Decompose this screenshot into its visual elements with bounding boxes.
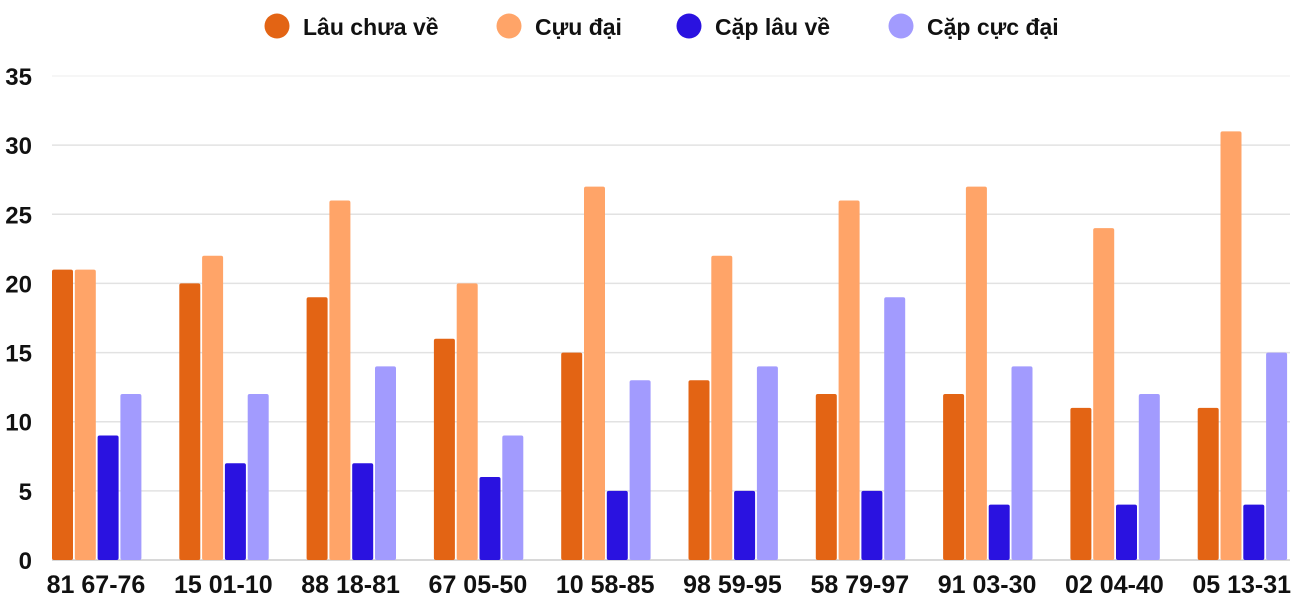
- x-tick-label: 67 05-50: [429, 571, 528, 599]
- bar: [329, 200, 351, 560]
- y-tick-label: 5: [19, 479, 32, 506]
- bar: [52, 269, 73, 560]
- y-tick-label: 35: [5, 64, 32, 91]
- bar: [1116, 504, 1137, 560]
- bar: [884, 297, 906, 560]
- x-tick-label: 10 58-85: [556, 571, 655, 599]
- bar: [375, 366, 396, 560]
- bar: [202, 255, 224, 560]
- bar: [456, 283, 478, 560]
- legend-swatch: [264, 13, 290, 39]
- bar: [97, 435, 119, 560]
- bar: [502, 435, 524, 560]
- bar: [1243, 504, 1265, 560]
- bar: [433, 338, 455, 560]
- bar: [120, 394, 142, 560]
- bar: [1011, 366, 1033, 560]
- bar: [861, 490, 883, 560]
- bar: [606, 490, 628, 560]
- bar: [988, 504, 1010, 560]
- y-tick-label: 30: [5, 133, 32, 160]
- x-tick-label: 88 18-81: [301, 571, 400, 599]
- bar: [943, 394, 965, 560]
- legend-label: Cặp lâu về: [715, 14, 830, 40]
- bar: [688, 380, 710, 560]
- bar: [584, 186, 605, 560]
- bar: [838, 200, 860, 560]
- bar: [965, 186, 987, 560]
- x-tick-label: 81 67-76: [47, 571, 146, 599]
- y-axis-ticks: 0 5 10 15 20 25 30 35: [5, 64, 32, 575]
- legend-label: Lâu chưa về: [303, 14, 439, 40]
- bar: [1093, 228, 1115, 560]
- legend-label: Cặp cực đại: [927, 14, 1059, 40]
- bar: [1070, 407, 1092, 560]
- bar: [1138, 394, 1160, 560]
- bar: [352, 463, 374, 560]
- y-tick-label: 10: [5, 410, 32, 437]
- y-tick-label: 15: [5, 341, 32, 368]
- y-tick-label: 20: [5, 271, 32, 298]
- bar: [247, 394, 269, 560]
- x-tick-label: 58 79-97: [810, 571, 909, 599]
- x-axis-ticks: 81 67-76 15 01-10 88 18-81 67 05-50 10 58-85…: [47, 571, 1291, 599]
- bar: [179, 283, 201, 560]
- legend-swatch: [496, 13, 522, 39]
- x-tick-label: 98 59-95: [683, 571, 782, 599]
- bar: [1220, 131, 1242, 561]
- bar: [756, 366, 778, 560]
- bar: [306, 297, 328, 560]
- legend-swatch: [676, 13, 702, 39]
- bar: [711, 255, 733, 560]
- bar: [1197, 407, 1219, 560]
- x-tick-label: 15 01-10: [174, 571, 273, 599]
- bar: [561, 352, 583, 560]
- bar: [1266, 352, 1288, 560]
- legend: Lâu chưa về Cựu đại Cặp lâu về Cặp cực đại: [264, 13, 1059, 40]
- y-tick-label: 0: [19, 548, 32, 575]
- legend-swatch: [888, 13, 914, 39]
- y-tick-label: 25: [5, 202, 32, 229]
- bar: [734, 490, 756, 560]
- legend-label: Cựu đại: [535, 14, 622, 40]
- x-tick-label: 02 04-40: [1065, 571, 1164, 599]
- x-tick-label: 05 13-31: [1192, 571, 1291, 599]
- bar: [629, 380, 651, 560]
- bar: [74, 269, 96, 560]
- bar: [479, 477, 501, 560]
- bar: [815, 394, 837, 560]
- bars: [52, 131, 1288, 561]
- bar: [224, 463, 246, 560]
- x-tick-label: 91 03-30: [938, 571, 1037, 599]
